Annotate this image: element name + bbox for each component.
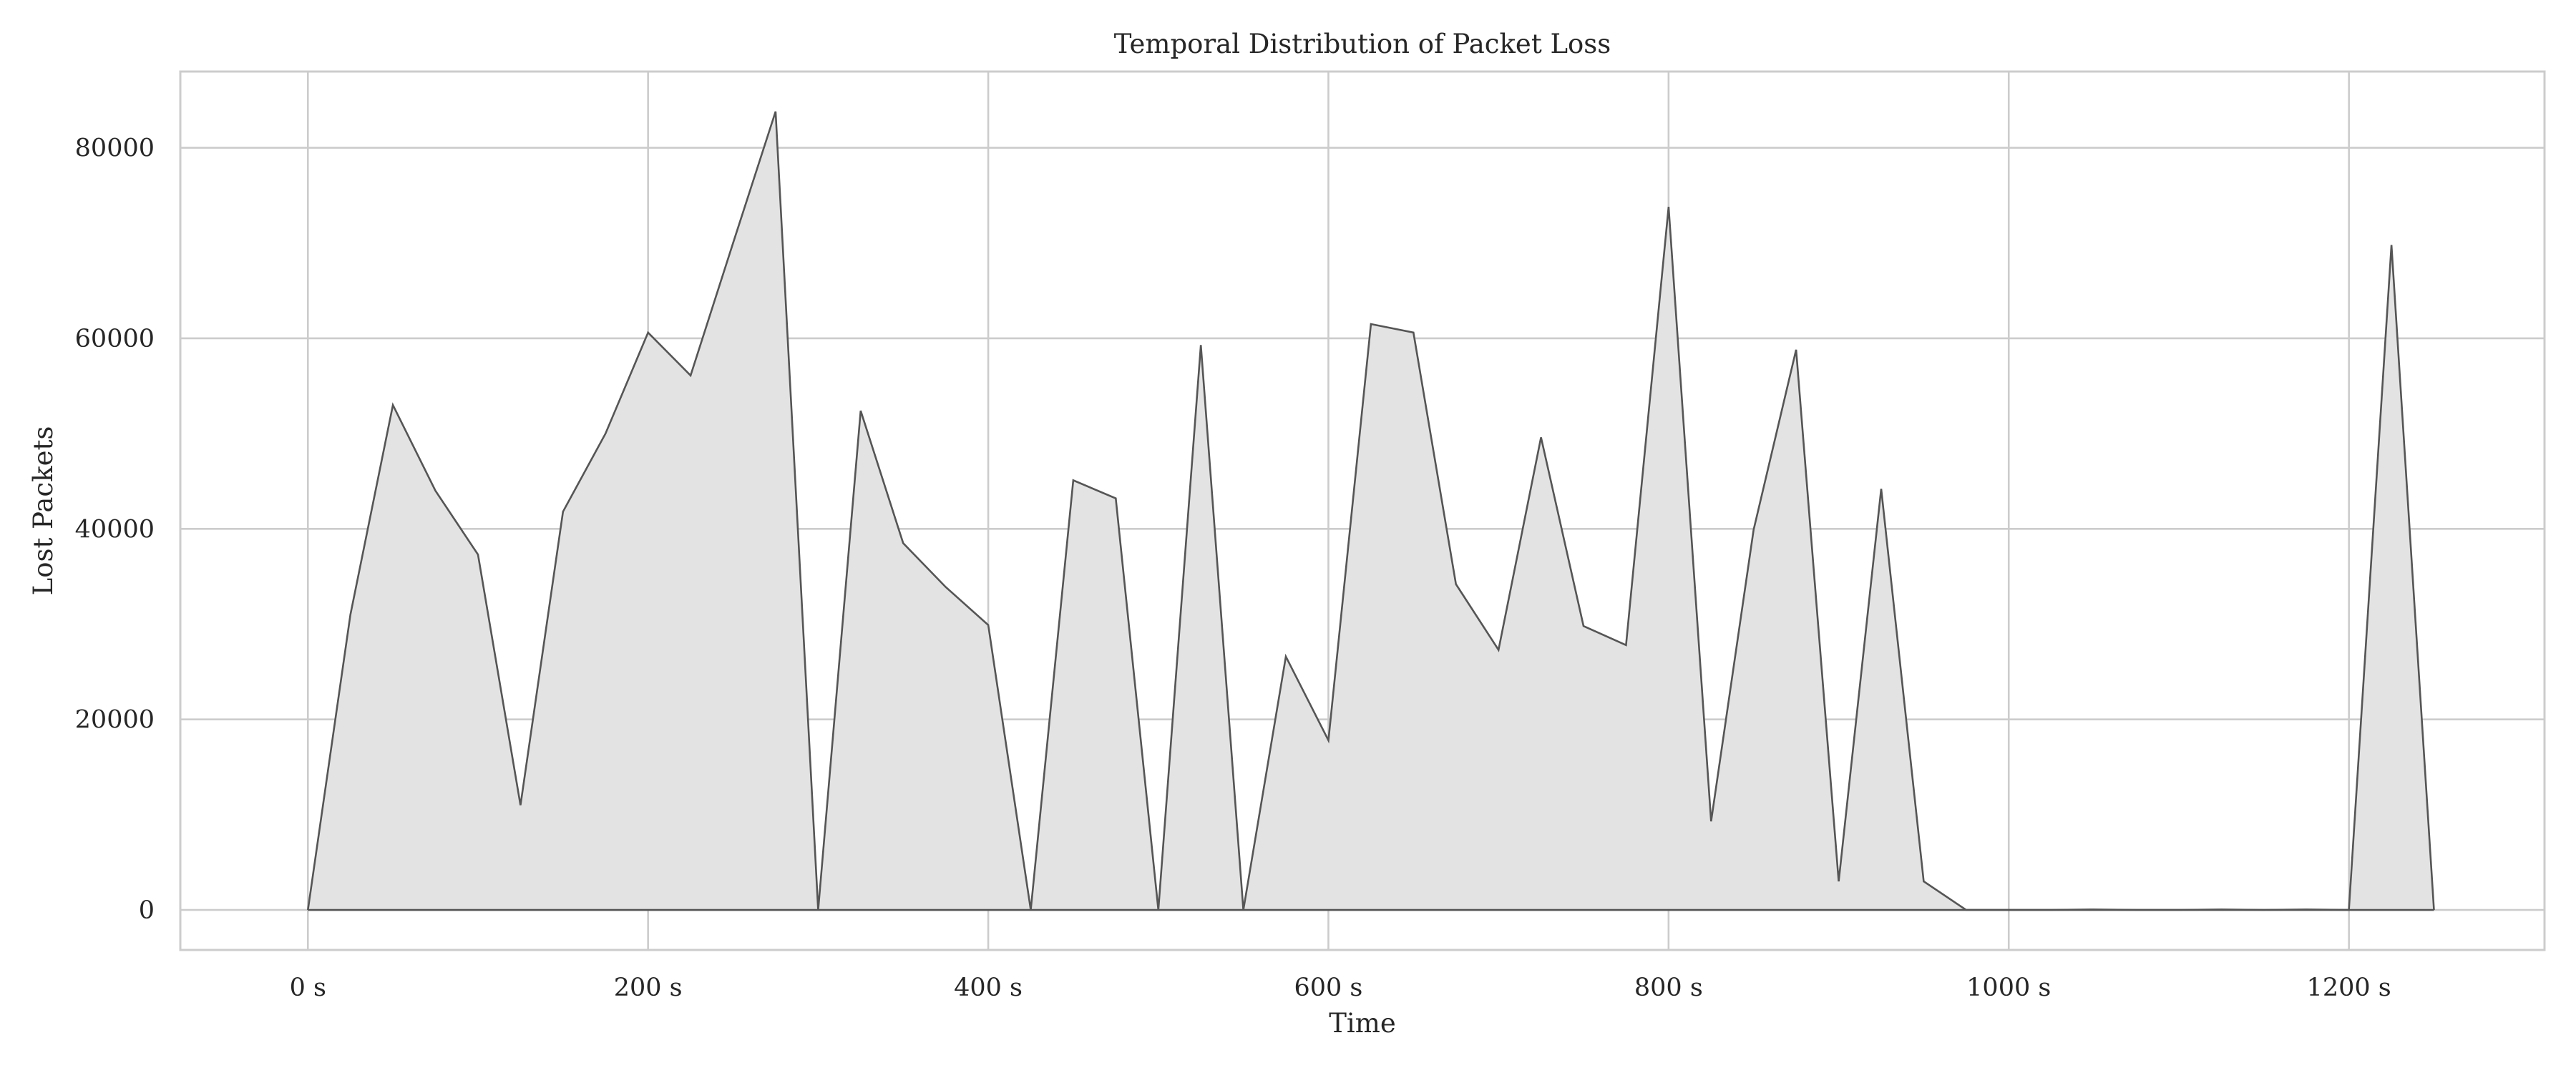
plot-frame [179,70,2546,951]
tick-labels: 0 s 200 s 400 s 600 s 800 s 1000 s 1200 s 0 2000… [75,134,2391,1002]
y-tick-label: 0 [139,896,155,925]
x-tick-label: 1200 s [2307,974,2391,1002]
y-tick-label: 40000 [75,515,155,544]
y-axis-label: Lost Packets [28,426,59,596]
series-line [307,111,2435,911]
x-tick-label: 600 s [1294,974,1363,1002]
x-tick-label: 400 s [954,974,1023,1002]
x-tick-label: 200 s [614,974,683,1002]
x-axis-label: Time [1329,1008,1396,1039]
area-fill [308,111,2434,911]
x-tick-label: 0 s [290,974,326,1002]
area-series [307,111,2435,911]
chart-title: Temporal Distribution of Packet Loss [1114,29,1611,59]
x-tick-label: 1000 s [1966,974,2051,1002]
y-tick-label: 80000 [75,134,155,163]
y-tick-label: 20000 [75,706,155,735]
y-tick-label: 60000 [75,325,155,353]
x-tick-label: 800 s [1634,974,1703,1002]
